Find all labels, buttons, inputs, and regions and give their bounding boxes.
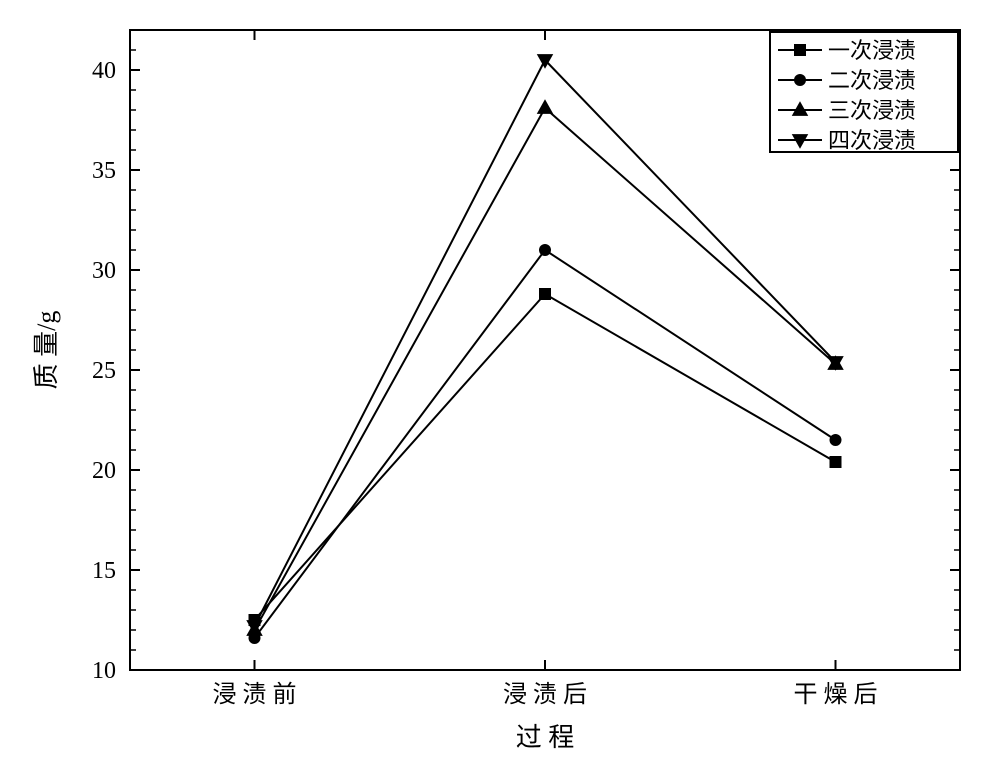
svg-text:20: 20 <box>92 458 116 484</box>
chart-container: 10 15 20 25 30 35 40 质 量/g 浸 渍 前 浸 渍 后 干 燥 后过 程 一次浸… <box>0 0 1000 765</box>
svg-text:40: 40 <box>92 58 116 84</box>
svg-text:25: 25 <box>92 358 116 384</box>
svg-text:10: 10 <box>92 658 116 684</box>
svg-text:一次浸渍: 一次浸渍 <box>828 38 916 63</box>
svg-text:浸 渍 前: 浸 渍 前 <box>213 681 297 708</box>
svg-text:干 燥 后: 干 燥 后 <box>794 681 878 708</box>
svg-text:15: 15 <box>92 558 116 584</box>
svg-text:二次浸渍: 二次浸渍 <box>828 68 916 93</box>
svg-text:35: 35 <box>92 158 116 184</box>
line-chart: 10 15 20 25 30 35 40 质 量/g 浸 渍 前 浸 渍 后 干 燥 后过 程 一次浸… <box>0 0 1000 765</box>
svg-text:浸 渍 后: 浸 渍 后 <box>503 681 587 708</box>
svg-text:30: 30 <box>92 258 116 284</box>
svg-text:过 程: 过 程 <box>516 723 575 752</box>
svg-text:三次浸渍: 三次浸渍 <box>828 98 916 123</box>
svg-text:质 量/g: 质 量/g <box>32 311 61 390</box>
svg-text:四次浸渍: 四次浸渍 <box>828 128 916 153</box>
